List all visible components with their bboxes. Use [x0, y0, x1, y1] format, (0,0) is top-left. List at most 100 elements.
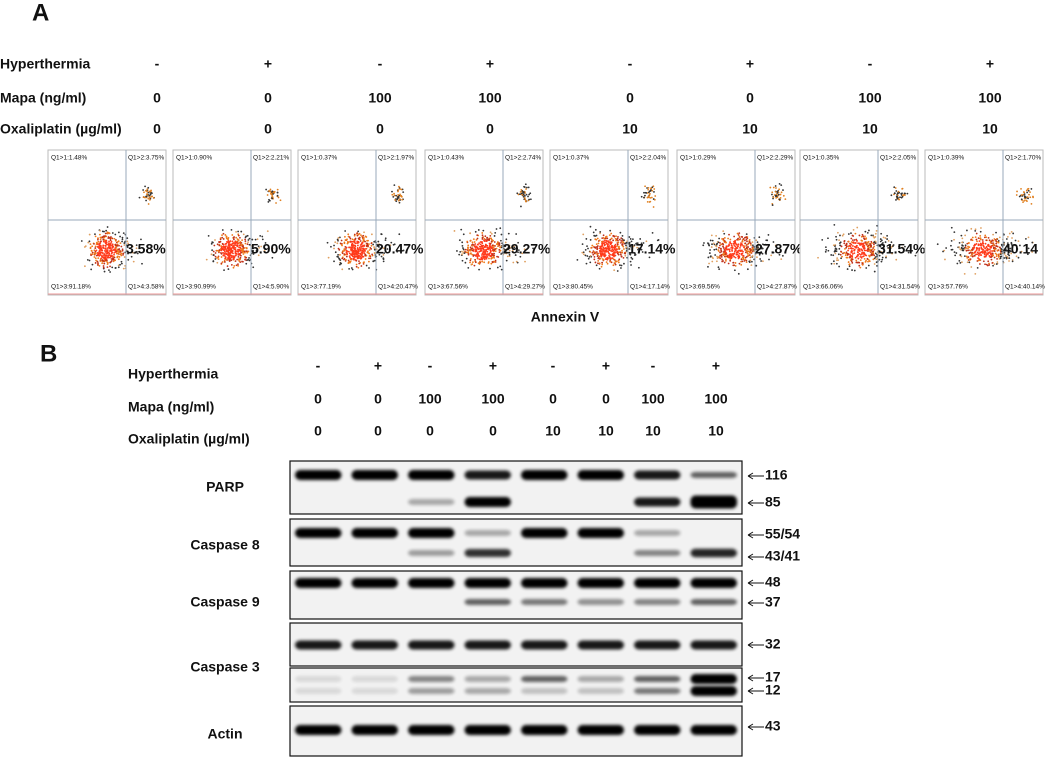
- event-dot: [99, 230, 101, 232]
- event-dot: [974, 273, 976, 275]
- event-dot: [978, 255, 980, 257]
- event-dot: [469, 232, 471, 234]
- event-dot: [988, 237, 990, 239]
- event-dot: [476, 234, 478, 236]
- event-dot: [110, 242, 112, 244]
- event-dot: [488, 262, 490, 264]
- event-dot: [356, 232, 358, 234]
- event-dot: [239, 245, 241, 247]
- event-dot: [146, 194, 148, 196]
- x-axis-label: Annexin V: [531, 309, 600, 325]
- quadrant-label: Q1>3:66.06%: [803, 284, 843, 291]
- event-dot: [731, 254, 733, 256]
- event-dot: [358, 260, 360, 262]
- event-dot: [100, 240, 102, 242]
- event-dot: [1031, 203, 1033, 205]
- event-dot: [612, 235, 614, 237]
- plot-frame: [48, 150, 166, 295]
- event-dot: [840, 241, 842, 243]
- event-dot: [743, 238, 745, 240]
- treatment-name: Hyperthermia: [128, 366, 218, 382]
- event-dot: [906, 193, 908, 195]
- event-dot: [821, 239, 823, 241]
- event-dot: [235, 242, 237, 244]
- event-dot: [601, 245, 603, 247]
- event-dot: [491, 241, 493, 243]
- event-dot: [721, 238, 723, 240]
- event-dot: [866, 243, 868, 245]
- event-dot: [226, 259, 228, 261]
- flow-plot: Q1>1:1.48%Q1>2:3.75%Q1>3:91.18%Q1>4:3.58…: [48, 150, 166, 295]
- event-dot: [839, 244, 841, 246]
- event-dot: [617, 244, 619, 246]
- event-dot: [395, 200, 397, 202]
- event-dot: [718, 266, 720, 268]
- event-dot: [990, 250, 992, 252]
- event-dot: [239, 253, 241, 255]
- event-dot: [105, 233, 107, 235]
- event-dot: [738, 273, 740, 275]
- event-dot: [354, 247, 356, 249]
- event-dot: [248, 257, 250, 259]
- event-dot: [727, 238, 729, 240]
- event-dot: [732, 247, 734, 249]
- event-dot: [874, 236, 876, 238]
- event-dot: [139, 197, 141, 199]
- event-dot: [833, 263, 835, 265]
- event-dot: [958, 246, 960, 248]
- event-dot: [112, 246, 114, 248]
- event-dot: [481, 250, 483, 252]
- event-dot: [741, 253, 743, 255]
- event-dot: [467, 267, 469, 269]
- event-dot: [103, 239, 105, 241]
- event-dot: [895, 259, 897, 261]
- event-dot: [964, 249, 966, 251]
- event-dot: [608, 252, 610, 254]
- event-dot: [351, 243, 353, 245]
- event-dot: [768, 234, 770, 236]
- event-dot: [974, 244, 976, 246]
- event-dot: [844, 248, 846, 250]
- event-dot: [525, 183, 527, 185]
- event-dot: [119, 264, 121, 266]
- event-dot: [775, 197, 777, 199]
- event-dot: [370, 248, 372, 250]
- event-dot: [122, 238, 124, 240]
- event-dot: [991, 259, 993, 261]
- event-dot: [353, 255, 355, 257]
- treatment-value: 0: [486, 121, 494, 137]
- event-dot: [649, 201, 651, 203]
- event-dot: [989, 251, 991, 253]
- event-dot: [718, 250, 720, 252]
- event-dot: [622, 244, 624, 246]
- event-dot: [850, 245, 852, 247]
- event-dot: [996, 255, 998, 257]
- event-dot: [393, 184, 395, 186]
- event-dot: [738, 243, 740, 245]
- event-dot: [1003, 257, 1005, 259]
- event-dot: [482, 230, 484, 232]
- event-dot: [651, 197, 653, 199]
- event-dot: [399, 188, 401, 190]
- event-dot: [236, 264, 238, 266]
- event-dot: [1028, 188, 1030, 190]
- event-dot: [356, 266, 358, 268]
- quadrant-label: Q1>1:0.35%: [803, 155, 840, 162]
- event-dot: [725, 249, 727, 251]
- event-dot: [953, 231, 955, 233]
- event-dot: [864, 241, 866, 243]
- treatment-value: 0: [376, 121, 384, 137]
- event-dot: [360, 234, 362, 236]
- event-dot: [958, 260, 960, 262]
- event-dot: [737, 245, 739, 247]
- event-dot: [850, 255, 852, 257]
- event-dot: [345, 259, 347, 261]
- event-dot: [245, 243, 247, 245]
- event-dot: [711, 243, 713, 245]
- event-dot: [146, 195, 148, 197]
- event-dot: [119, 256, 121, 258]
- event-dot: [98, 254, 100, 256]
- event-dot: [114, 234, 116, 236]
- event-dot: [97, 241, 99, 243]
- event-dot: [240, 257, 242, 259]
